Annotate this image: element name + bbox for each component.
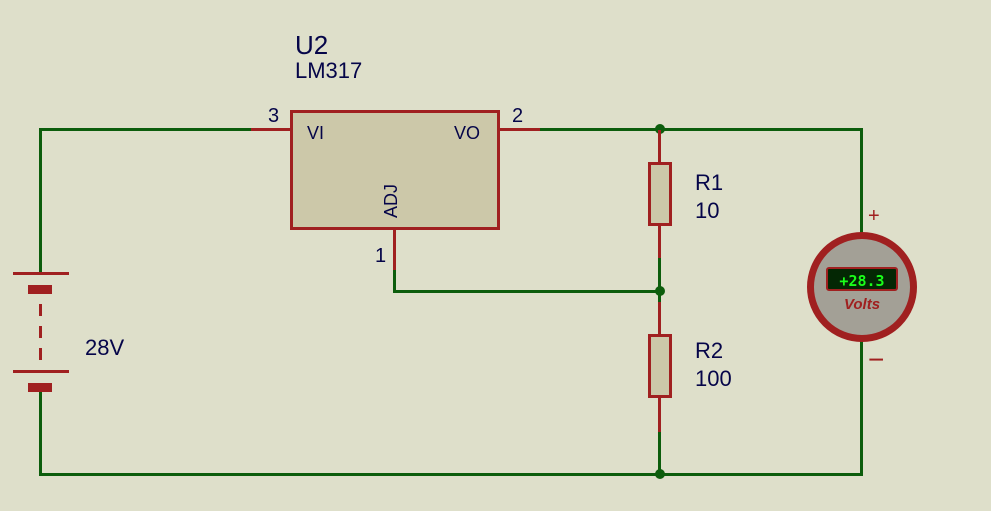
voltmeter: +28.3 Volts: [807, 232, 917, 342]
wire-left-up: [39, 128, 42, 259]
r1-lead-top: [658, 130, 661, 162]
voltmeter-minus: −: [868, 344, 884, 376]
voltmeter-plus: +: [868, 205, 880, 228]
chip-pin-vi: VI: [307, 123, 324, 144]
pin-num-vo: 2: [512, 105, 523, 128]
battery-top-long: [13, 272, 69, 275]
chip-pin-vo: VO: [454, 123, 480, 144]
wire-bottom-left: [39, 406, 42, 476]
pin-stub-adj: [393, 230, 396, 270]
wire-batt-bot: [39, 392, 42, 406]
battery-dash1: [39, 304, 42, 316]
battery-dash2: [39, 326, 42, 338]
pin-num-adj: 1: [375, 245, 386, 268]
r1-name: R1: [695, 170, 723, 196]
r2-lead-bot: [658, 398, 661, 432]
battery-voltage: 28V: [85, 335, 124, 361]
node-adj-junction: [655, 286, 665, 296]
wire-bottom: [39, 473, 863, 476]
r2-name: R2: [695, 338, 723, 364]
r1-lead-bot: [658, 226, 661, 258]
wire-adj-right: [393, 290, 660, 293]
battery-top-short: [28, 285, 52, 294]
battery-dash3: [39, 348, 42, 360]
voltmeter-unit: Volts: [814, 296, 910, 313]
r2-lead-top: [658, 302, 661, 334]
r2-body: [648, 334, 672, 398]
chip-pin-adj: ADJ: [381, 184, 402, 218]
wire-to-vi: [39, 128, 251, 131]
wire-vo-right: [540, 128, 863, 131]
r1-value: 10: [695, 198, 719, 224]
chip-partname: LM317: [295, 58, 362, 84]
pin-num-vi: 3: [268, 105, 279, 128]
pin-stub-vi: [250, 128, 290, 131]
node-bottom-r2: [655, 469, 665, 479]
pin-stub-vo: [500, 128, 540, 131]
r1-body: [648, 162, 672, 226]
battery-bot-short: [28, 383, 52, 392]
battery-bot-long: [13, 370, 69, 373]
r2-value: 100: [695, 366, 732, 392]
voltmeter-reading: +28.3: [826, 267, 898, 291]
chip-refdes: U2: [295, 30, 328, 61]
wire-batt-top: [39, 258, 42, 272]
